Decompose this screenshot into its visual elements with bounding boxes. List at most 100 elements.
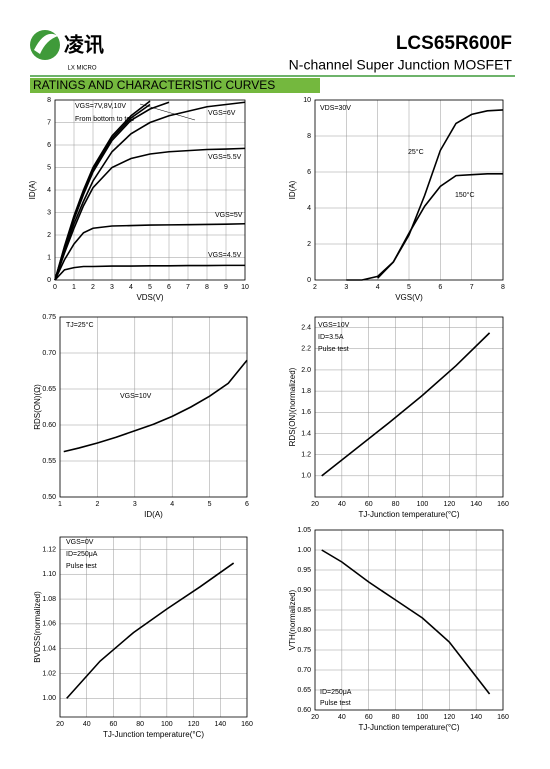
y-axis-label: BVDSS(normalized) [33,591,42,663]
annotation: ID=250μA [320,689,352,696]
y-tick-label: 6 [47,142,51,149]
y-axis-label: ID(A) [288,180,297,199]
annotation: ID=250μA [66,551,98,558]
logo-sub: LX MICRO [67,66,96,72]
curve [54,101,246,281]
y-tick-label: 3 [47,209,51,216]
y-axis-label: VTH(normalized) [288,589,297,650]
y-tick-label: 2 [307,241,311,248]
y-tick-label: 1 [47,254,51,261]
y-tick-label: 2.0 [301,367,311,374]
y-axis-label: ID(A) [28,180,37,199]
x-tick-label: 4 [129,284,133,291]
x-tick-label: 40 [338,501,346,508]
plot-frame [59,536,248,718]
x-tick-label: 20 [311,501,319,508]
chart: 1.0 1.2 1.4 1.6 1.8 2.0 2.2 2.4 20 40 60 80 100 120 14… [288,316,509,519]
x-tick-label: 80 [136,721,144,728]
y-tick-label: 1.08 [42,596,56,603]
x-tick-label: 5 [148,284,152,291]
x-tick-label: 60 [110,721,118,728]
curve [321,549,491,695]
x-axis-label: VDS(V) [136,293,163,302]
y-tick-label: 1.02 [42,670,56,677]
y-tick-label: 1.6 [301,409,311,416]
y-tick-label: 4 [307,205,311,212]
curve [63,359,248,453]
annotation: Pulse test [320,700,351,707]
x-axis-label: VGS(V) [395,293,423,302]
x-tick-label: 3 [133,501,137,508]
annotation: Pulse test [66,563,97,570]
y-tick-label: 0.65 [297,687,311,694]
y-tick-label: 0 [307,277,311,284]
x-tick-label: 100 [417,714,429,721]
y-tick-label: 7 [47,119,51,126]
x-tick-label: 6 [438,284,442,291]
logo: 凌讯 LX MICRO [30,30,104,72]
y-tick-label: 1.12 [42,546,56,553]
part-number: LCS65R600F [396,33,512,54]
y-tick-label: 2 [47,232,51,239]
annotation-arrow [139,103,196,121]
curve [377,173,503,279]
annotation: VGS=10V [120,393,152,400]
plot-frame [54,99,246,281]
x-tick-label: 8 [501,284,505,291]
x-tick-label: 80 [392,501,400,508]
chart: 0.50 0.55 0.60 0.65 0.70 0.75 1 2 3 4 5 6 ID(A) RDS(O… [33,314,249,519]
y-tick-label: 1.05 [297,527,311,534]
curve [321,332,491,477]
plot-frame [314,529,504,711]
x-tick-label: 2 [313,284,317,291]
y-tick-label: 0.70 [297,667,311,674]
curve [54,264,245,281]
annotation: 25°C [408,148,424,156]
x-axis-label: TJ-Junction temperature(°C) [103,730,204,739]
x-tick-label: 5 [407,284,411,291]
subtitle: N-channel Super Junction MOSFET [289,57,513,73]
y-tick-label: 0.65 [42,386,56,393]
annotation: 150°C [455,191,475,199]
y-tick-label: 8 [47,97,51,104]
y-tick-label: 0.95 [297,567,311,574]
curve [54,222,246,281]
y-axis-label: RDS(ON)(Ω) [33,384,42,430]
x-tick-label: 8 [205,284,209,291]
x-tick-label: 1 [58,501,62,508]
x-tick-label: 100 [417,501,429,508]
annotation: VGS=0V [66,539,94,546]
y-tick-label: 0.75 [42,314,56,321]
y-tick-label: 1.2 [301,451,311,458]
x-tick-label: 40 [338,714,346,721]
y-tick-label: 2.2 [301,346,311,353]
x-axis-label: TJ-Junction temperature(°C) [358,510,459,519]
x-tick-label: 9 [224,284,228,291]
x-tick-label: 6 [245,501,249,508]
y-tick-label: 0.75 [297,647,311,654]
annotation: From bottom to top [75,116,134,123]
curve [54,100,151,281]
y-axis-label: RDS(ON)(normalized) [288,367,297,446]
y-tick-label: 1.00 [42,695,56,702]
section-bar [30,78,320,93]
x-tick-label: 0 [53,284,57,291]
annotation: Pulse test [318,346,349,353]
y-tick-label: 8 [307,133,311,140]
annotation: VGS=5V [215,212,243,219]
curve [54,147,246,281]
y-tick-label: 1.10 [42,571,56,578]
y-tick-label: 4 [47,187,51,194]
y-tick-label: 0.80 [297,627,311,634]
y-tick-label: 0.50 [42,494,56,501]
x-tick-label: 20 [56,721,64,728]
logo-text: 凌讯 [64,33,104,57]
y-tick-label: 0.60 [297,707,311,714]
x-tick-label: 20 [311,714,319,721]
logo-swoosh [34,33,58,54]
y-tick-label: 0.85 [297,607,311,614]
y-tick-label: 0.90 [297,587,311,594]
x-tick-label: 10 [241,284,249,291]
